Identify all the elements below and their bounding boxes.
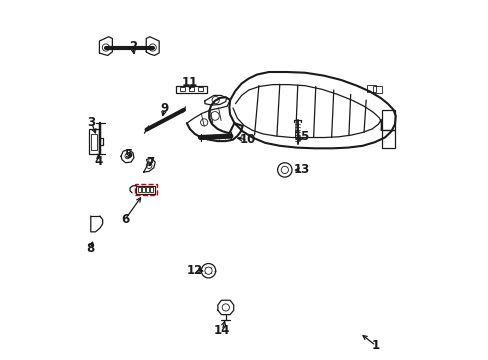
Text: 6: 6 (121, 213, 129, 226)
Text: 15: 15 (293, 130, 310, 143)
Text: 11: 11 (181, 76, 198, 89)
Text: 4: 4 (94, 155, 102, 168)
Text: 14: 14 (214, 324, 230, 337)
Text: 12: 12 (186, 264, 203, 277)
Text: 1: 1 (371, 339, 379, 352)
Text: 3: 3 (87, 116, 95, 129)
Text: 10: 10 (239, 133, 255, 146)
Text: 2: 2 (128, 40, 137, 53)
Text: 8: 8 (86, 242, 94, 255)
Text: 9: 9 (160, 102, 168, 115)
Text: 5: 5 (124, 148, 132, 161)
Text: 13: 13 (293, 163, 309, 176)
Text: 7: 7 (146, 156, 154, 169)
